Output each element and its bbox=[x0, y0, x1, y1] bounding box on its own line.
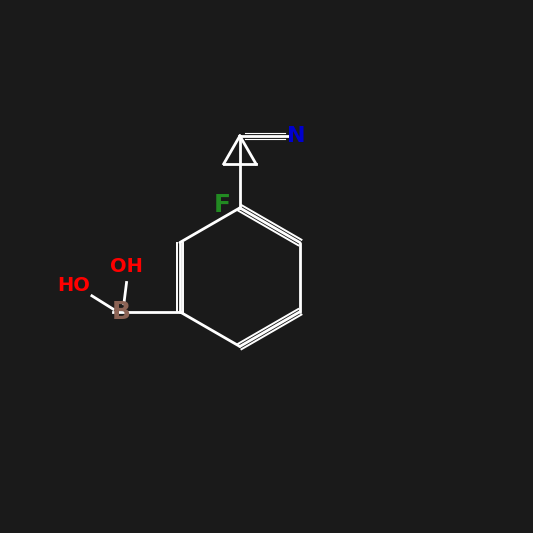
Text: F: F bbox=[214, 193, 231, 217]
Text: HO: HO bbox=[57, 276, 90, 295]
Text: N: N bbox=[287, 126, 305, 146]
Text: OH: OH bbox=[110, 257, 143, 276]
Text: B: B bbox=[112, 300, 131, 324]
